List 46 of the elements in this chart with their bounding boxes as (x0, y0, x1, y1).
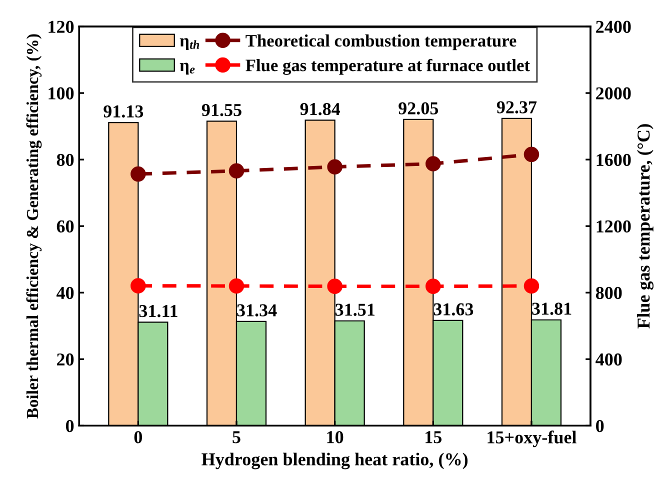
data-label: 31.63 (434, 303, 474, 316)
legend-label: η$_{e}$ (180, 62, 195, 75)
data-label: 31.51 (336, 304, 375, 316)
legend-label: Flue gas temperature at furnace outlet (246, 58, 530, 75)
x-tick-label: 10 (327, 431, 344, 444)
y2-tick-label: 800 (596, 286, 622, 300)
y2-tick-label: 0 (596, 420, 604, 432)
data-label: 31.11 (139, 305, 178, 318)
legend-label: η$_{th}$ (180, 38, 200, 50)
point (426, 278, 441, 294)
y-tick-label: 100 (48, 87, 74, 100)
y2-tick-label: 2400 (596, 20, 631, 33)
x-tick-label: 0 (134, 431, 142, 444)
y2-tick-label: 1600 (596, 154, 631, 166)
data-label: 92.37 (496, 101, 537, 114)
y-axis-title: Boiler thermal efficiency & Generating efficiency, (%) (26, 34, 42, 418)
point (327, 159, 342, 175)
y2-tick-label: 2000 (596, 87, 631, 100)
x-tick-label: 15+oxy-fuel (488, 430, 576, 448)
x-axis-title: Hydrogen blending heat ratio, (%) (202, 452, 468, 470)
data-label: 91.13 (104, 105, 144, 118)
point (524, 278, 540, 294)
y-tick-label: 0 (66, 420, 74, 432)
data-label: 91.84 (300, 102, 340, 116)
x-tick-label: 15 (426, 431, 442, 444)
y-tick-label: 80 (56, 154, 74, 166)
y-tick-label: 20 (57, 353, 74, 366)
y2-tick-label: 400 (596, 353, 622, 366)
x-tick-label: 5 (232, 431, 240, 444)
point (130, 278, 146, 294)
y-tick-label: 120 (48, 20, 74, 33)
y2-tick-label: 1200 (596, 220, 631, 233)
point (426, 156, 441, 172)
data-label: 91.55 (202, 104, 242, 116)
y-tick-label: 60 (56, 220, 74, 233)
point (327, 278, 342, 294)
data-label: 31.34 (237, 304, 277, 316)
legend-label: Theoretical combustion temperature (246, 34, 516, 50)
point (228, 163, 244, 179)
data-label: 92.05 (398, 102, 438, 115)
point (524, 146, 540, 162)
data-label: 31.81 (532, 302, 572, 315)
y2-axis-title: Flue gas temperature, (°C) (637, 124, 654, 329)
y-tick-label: 40 (56, 286, 74, 300)
point (228, 278, 244, 294)
point (130, 166, 146, 182)
